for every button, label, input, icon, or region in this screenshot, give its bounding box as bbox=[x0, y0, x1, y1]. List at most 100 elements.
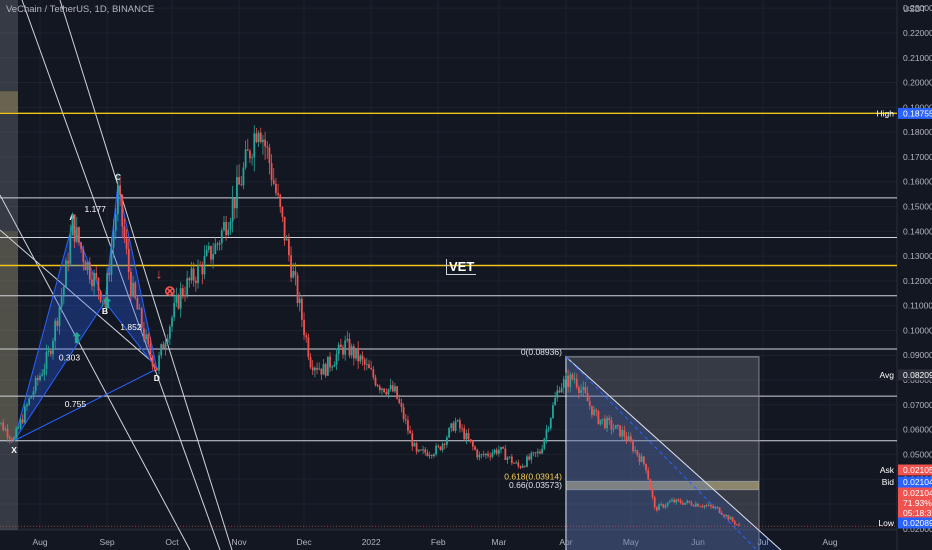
y-tick-label: 0.23000 bbox=[903, 3, 932, 13]
y-tick-label: 0.18000 bbox=[903, 127, 932, 137]
y-tick-label: 0.22000 bbox=[903, 28, 932, 38]
candle-body bbox=[411, 433, 414, 447]
candle-body bbox=[662, 504, 665, 508]
candle-body bbox=[383, 388, 386, 393]
candle-body bbox=[448, 428, 450, 438]
candle-body bbox=[62, 286, 65, 297]
trend-line[interactable] bbox=[59, 0, 233, 550]
candle-body bbox=[530, 453, 533, 460]
candle-body bbox=[257, 132, 260, 142]
candle-body bbox=[205, 249, 208, 256]
candle-body bbox=[357, 347, 360, 362]
candle-body bbox=[575, 378, 578, 388]
candle-body bbox=[186, 278, 189, 296]
candle-body bbox=[378, 386, 381, 391]
candle-body bbox=[508, 456, 511, 458]
candle-body bbox=[153, 366, 156, 368]
candle-body bbox=[629, 436, 632, 442]
candle-body bbox=[677, 499, 680, 501]
candle-body bbox=[541, 448, 544, 454]
candle-body bbox=[597, 411, 600, 425]
candle-body bbox=[619, 425, 621, 437]
candle-body bbox=[694, 503, 697, 507]
trend-line[interactable] bbox=[21, 0, 221, 550]
candle-body bbox=[285, 238, 288, 241]
candle-body bbox=[543, 438, 546, 449]
trend-line[interactable] bbox=[0, 229, 151, 361]
candle-body bbox=[655, 507, 658, 511]
candle-body bbox=[112, 230, 115, 248]
candle-body bbox=[227, 229, 230, 236]
candle-body bbox=[15, 428, 18, 438]
candle-body bbox=[67, 260, 70, 264]
candle-body bbox=[355, 347, 357, 359]
fib-level-label: 1(0.00810) bbox=[521, 548, 562, 550]
candle-body bbox=[519, 466, 522, 468]
candle-body bbox=[372, 369, 375, 378]
candle-body bbox=[32, 391, 35, 396]
candle-body bbox=[108, 273, 111, 275]
candle-body bbox=[387, 389, 390, 395]
x-tick-label: Sep bbox=[100, 537, 115, 547]
candle-body bbox=[292, 271, 295, 278]
candle-body bbox=[184, 295, 186, 297]
candle-body bbox=[268, 147, 271, 164]
candle-body bbox=[39, 375, 41, 381]
pattern-xd-line bbox=[13, 368, 158, 442]
x-tick-label: May bbox=[623, 537, 640, 547]
fib-level-label: 0.66(0.03573) bbox=[509, 480, 562, 490]
candle-body bbox=[270, 163, 273, 181]
candle-body bbox=[13, 437, 15, 441]
candle-body bbox=[331, 366, 334, 368]
candle-body bbox=[675, 499, 678, 503]
candle-body bbox=[82, 248, 85, 262]
candle-body bbox=[593, 409, 595, 416]
candle-body bbox=[91, 279, 93, 287]
y-tick-label: 0.20000 bbox=[903, 78, 932, 88]
candle-body bbox=[36, 377, 39, 381]
candle-body bbox=[482, 454, 485, 456]
candle-body bbox=[277, 193, 279, 195]
candle-body bbox=[523, 466, 526, 467]
candle-body bbox=[179, 288, 182, 309]
candle-body bbox=[465, 433, 468, 440]
candle-body bbox=[71, 214, 74, 235]
descending-triangle[interactable] bbox=[565, 355, 790, 550]
candle-body bbox=[497, 449, 500, 454]
candle-body bbox=[627, 436, 630, 441]
candle-body bbox=[476, 449, 479, 458]
candle-body bbox=[402, 407, 405, 420]
candle-body bbox=[738, 524, 740, 526]
candle-body bbox=[614, 425, 617, 429]
candle-body bbox=[162, 344, 165, 349]
y-tick-label: 0.11000 bbox=[903, 301, 932, 311]
candle-body bbox=[23, 406, 26, 423]
candle-body bbox=[145, 334, 147, 340]
sell-arrow-icon: ↓ bbox=[156, 265, 163, 281]
candle-body bbox=[110, 247, 113, 275]
pattern-point-label: B bbox=[102, 306, 108, 316]
y-tick-label: 0.21000 bbox=[903, 53, 932, 63]
x-tick-label: Aug bbox=[32, 537, 47, 547]
price-marker-tag bbox=[898, 507, 932, 519]
candle-body bbox=[49, 350, 52, 355]
candle-body bbox=[168, 326, 171, 339]
candle-body bbox=[171, 317, 173, 327]
candle-body bbox=[578, 387, 580, 393]
candle-body bbox=[134, 282, 137, 299]
ticker-annotation[interactable]: VET bbox=[446, 259, 477, 275]
candle-body bbox=[727, 515, 730, 520]
x-tick-label: Dec bbox=[296, 537, 312, 547]
candle-body bbox=[391, 385, 394, 392]
candle-body bbox=[580, 389, 582, 393]
candle-body bbox=[534, 452, 537, 454]
candle-body bbox=[101, 300, 104, 302]
candle-body bbox=[121, 194, 124, 227]
candle-body bbox=[489, 455, 492, 457]
candle-body bbox=[238, 177, 241, 185]
candle-body bbox=[495, 449, 498, 454]
trend-line[interactable] bbox=[0, 194, 191, 550]
chart-title: VeChain / TetherUS, 1D, BINANCE bbox=[6, 4, 155, 15]
